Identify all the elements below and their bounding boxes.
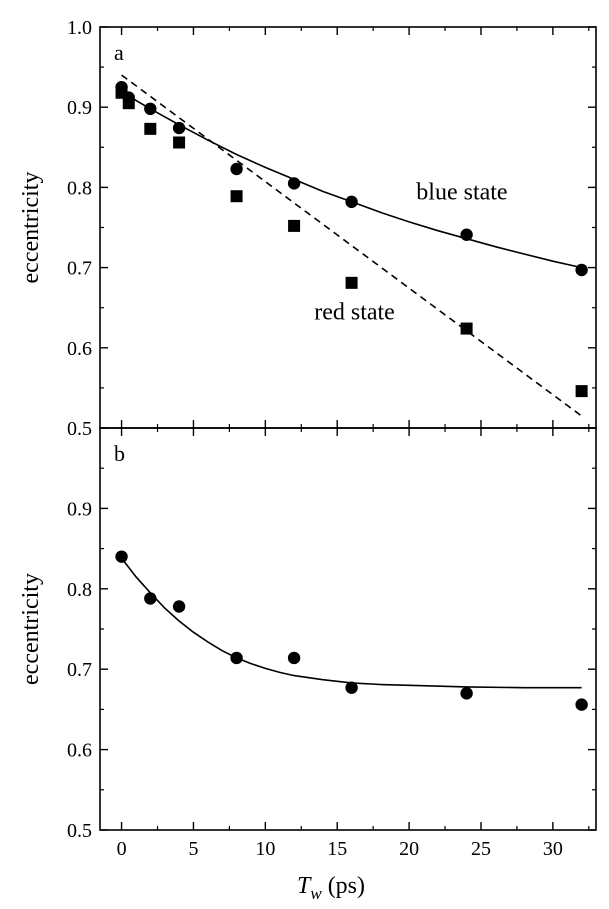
data-point-square	[230, 190, 243, 203]
x-tick-label: 5	[188, 838, 198, 860]
data-point-square	[288, 219, 301, 232]
data-point-circle	[230, 651, 243, 665]
panel-a: 0.5 0.6 0.7 0.8 0.9 1.0 eccentricity a blue stat…	[18, 17, 597, 440]
data-point-circle	[287, 177, 301, 190]
data-point-circle	[287, 651, 301, 665]
series-annotation: blue state	[416, 179, 507, 205]
plot-frame	[99, 26, 597, 429]
data-point-circle	[575, 263, 588, 277]
series-annotation: red state	[314, 300, 395, 326]
y-tick-label: 0.6	[67, 338, 92, 360]
data-point-circle	[345, 681, 358, 694]
data-point-circle	[345, 195, 358, 209]
y-tick-label: 0.9	[67, 97, 92, 119]
y-tick-label: 0.5	[67, 820, 92, 842]
data-point-circle	[460, 687, 473, 700]
y-tick-label: 1.0	[67, 17, 92, 39]
data-point-circle	[144, 102, 157, 116]
x-axis-title-unit: (ps)	[322, 873, 365, 899]
fit-line-series-1	[121, 74, 583, 417]
data-point-circle	[460, 228, 473, 241]
x-tick-label: 20	[399, 838, 419, 860]
data-point-square	[122, 97, 135, 110]
x-tick-label: 0	[117, 838, 127, 860]
data-point-square	[575, 385, 588, 398]
x-axis-title-main: T	[297, 873, 312, 899]
data-point-square	[345, 276, 358, 289]
y-tick-label: 0.9	[67, 498, 92, 520]
x-tick-label: 30	[543, 838, 563, 860]
panel-letter: a	[114, 40, 124, 65]
y-tick-label: 0.7	[67, 659, 92, 681]
data-point-circle	[144, 592, 157, 605]
fit-line-series-0	[121, 91, 582, 269]
data-point-square	[460, 322, 473, 335]
y-tick-label: 0.8	[67, 579, 92, 601]
panel-letter: b	[114, 441, 125, 466]
data-point-square	[144, 122, 157, 135]
panel-b: 0.5 0.6 0.7 0.8 0.9 0 5 10 15 20 25 30 eccentricity b	[18, 427, 597, 860]
data-point-square	[115, 86, 128, 99]
x-tick-label: 25	[471, 838, 491, 860]
fit-line-series-0	[120, 557, 582, 689]
data-point-circle	[575, 698, 588, 711]
data-point-square	[173, 136, 186, 149]
y-tick-label: 0.5	[67, 418, 92, 440]
x-tick-label: 10	[255, 838, 275, 860]
y-tick-label: 0.7	[67, 258, 92, 280]
x-axis-title-sub: w	[310, 884, 322, 903]
y-axis-title: eccentricity	[18, 172, 44, 284]
x-tick-label: 15	[327, 838, 347, 860]
x-axis-title: Tw (ps)	[297, 873, 365, 903]
data-point-circle	[230, 162, 243, 176]
y-tick-label: 0.6	[67, 740, 92, 762]
y-axis-title: eccentricity	[18, 573, 44, 685]
data-point-circle	[172, 600, 186, 613]
plot-frame	[99, 427, 597, 831]
data-point-circle	[115, 550, 128, 563]
y-tick-label: 0.8	[67, 177, 92, 199]
data-point-circle	[172, 121, 186, 135]
